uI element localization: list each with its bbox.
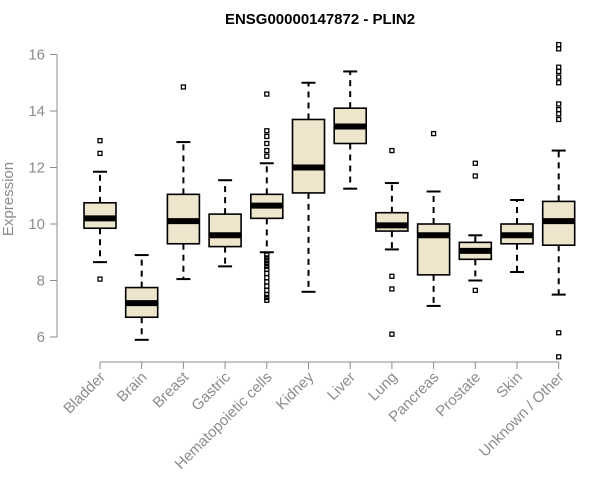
outlier-point <box>264 291 270 298</box>
outlier-point <box>472 173 478 179</box>
box-iqr <box>291 118 326 194</box>
box-group <box>416 130 451 307</box>
outlier-point <box>264 147 270 154</box>
chart-title: ENSG00000147872 - PLIN2 <box>225 11 415 28</box>
outlier-point <box>264 258 270 264</box>
x-tick-label: Brain <box>114 369 151 406</box>
x-tick-label: Breast <box>150 368 193 411</box>
outlier-point <box>264 91 270 97</box>
x-tick-label: Skin <box>493 369 526 402</box>
outlier-point <box>556 330 562 336</box>
outlier-point <box>556 46 562 52</box>
outlier-point <box>264 128 270 134</box>
box-group <box>291 81 326 293</box>
y-tick-label: 10 <box>28 216 45 233</box>
outlier-point <box>264 153 270 159</box>
box-group <box>166 84 201 281</box>
box-iqr <box>208 213 242 248</box>
outlier-point <box>430 130 437 137</box>
y-axis-label: Expression <box>0 162 17 236</box>
axes: 6 8 10 12 14 16 <box>28 47 560 369</box>
outlier-point <box>556 101 562 107</box>
outlier-point <box>556 74 562 80</box>
outlier-point <box>556 41 562 48</box>
outlier-point <box>556 116 562 123</box>
outlier-point <box>556 106 562 113</box>
outlier-point <box>97 276 103 282</box>
outlier-point <box>264 260 270 267</box>
box-group <box>375 147 409 337</box>
outlier-point <box>389 147 395 154</box>
box-group <box>333 70 368 190</box>
outlier-point <box>264 140 270 147</box>
x-tick-label: Lung <box>365 369 401 405</box>
outlier-point <box>264 252 270 258</box>
box-group <box>124 254 159 341</box>
outlier-point <box>97 150 103 157</box>
outlier-point <box>264 255 270 261</box>
box-group <box>250 91 284 303</box>
outlier-point <box>264 263 270 270</box>
outlier-point <box>556 68 562 75</box>
outlier-point <box>264 283 270 289</box>
outlier-point <box>556 80 562 86</box>
outlier-point <box>472 160 478 166</box>
outlier-point <box>264 287 270 294</box>
outlier-point <box>264 294 270 301</box>
x-tick-label: Bladder <box>60 369 109 418</box>
x-tick-label: Kidney <box>273 368 318 413</box>
outlier-point <box>264 133 270 140</box>
box-group <box>541 41 576 360</box>
box-iqr <box>416 223 451 276</box>
x-tick-label: Liver <box>324 369 359 404</box>
y-tick-label: 6 <box>37 329 45 346</box>
outlier-point <box>389 331 395 337</box>
y-tick-label: 12 <box>28 160 45 177</box>
outlier-point <box>264 270 270 277</box>
outlier-point <box>264 297 270 303</box>
box-group <box>500 198 534 274</box>
outlier-point <box>389 286 395 292</box>
outlier-point <box>97 138 103 144</box>
outlier-point <box>556 111 562 117</box>
boxes <box>83 41 576 360</box>
box-group <box>208 179 242 268</box>
box-group <box>458 160 493 294</box>
outlier-point <box>264 266 270 272</box>
y-tick-label: 16 <box>28 47 45 64</box>
x-tick-label: Prostate <box>433 369 485 421</box>
outlier-point <box>180 84 187 90</box>
y-tick-label: 8 <box>37 273 45 290</box>
outlier-point <box>389 273 395 279</box>
y-tick-label: 14 <box>28 103 45 120</box>
outlier-point <box>264 279 270 285</box>
outlier-point <box>264 275 270 281</box>
outlier-point <box>556 354 562 360</box>
outlier-point <box>556 64 562 70</box>
outlier-point <box>472 287 478 294</box>
box-group <box>83 138 117 282</box>
